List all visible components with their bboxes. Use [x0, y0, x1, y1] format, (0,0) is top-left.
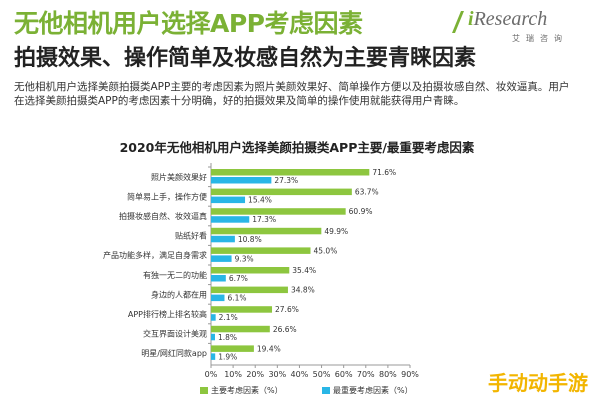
x-tick-label-6: 60%: [335, 370, 353, 379]
logo-slash-icon: [452, 11, 464, 33]
description-line-1: 无他相机用户选择美颜拍摄类APP主要的考虑因素为照片美颜效果好、简单操作方便以及…: [14, 81, 570, 93]
data-label-primary-9: 19.4%: [257, 344, 281, 353]
legend-swatch-secondary: [322, 387, 330, 394]
x-tick-label-7: 70%: [357, 370, 375, 379]
data-label-secondary-6: 6.1%: [227, 294, 246, 303]
category-label-0: 照片美颜效果好: [151, 172, 207, 182]
data-label-primary-3: 49.9%: [324, 227, 348, 236]
data-label-primary-1: 63.7%: [355, 188, 379, 197]
bar-primary-5: [211, 267, 290, 274]
category-label-3: 贴纸好看: [175, 231, 207, 241]
category-label-7: APP排行榜上排名较高: [128, 309, 207, 319]
bar-primary-7: [211, 306, 273, 313]
bar-secondary-8: [211, 333, 215, 341]
category-label-4: 产品功能多样，满足自身需求: [103, 250, 207, 260]
bar-secondary-4: [211, 255, 232, 262]
bar-secondary-3: [211, 235, 235, 243]
data-label-secondary-2: 17.3%: [252, 215, 276, 224]
bar-primary-0: [211, 169, 370, 176]
data-label-primary-6: 34.8%: [291, 286, 315, 295]
bar-primary-8: [211, 325, 270, 333]
bar-primary-1: [211, 188, 352, 196]
data-label-secondary-3: 10.8%: [238, 235, 262, 244]
category-label-6: 身边的人都在用: [151, 289, 207, 299]
iresearch-logo: iResearch 艾瑞咨询: [452, 8, 572, 50]
bar-secondary-0: [211, 177, 272, 184]
bar-secondary-1: [211, 196, 246, 204]
data-label-primary-7: 27.6%: [275, 305, 299, 314]
page-subtitle: 拍摄效果、操作简单及妆感自然为主要青睐因素: [14, 46, 477, 71]
data-label-secondary-8: 1.8%: [218, 333, 237, 342]
watermark: 手动动手游: [488, 371, 588, 395]
bar-secondary-9: [211, 353, 216, 360]
logo-subtext: 艾瑞咨询: [512, 34, 568, 43]
x-tick-label-1: 10%: [224, 370, 242, 379]
category-label-2: 拍摄妆感自然、妆效逼真: [119, 211, 207, 221]
bar-primary-6: [211, 286, 288, 294]
data-label-primary-4: 45.0%: [314, 246, 338, 255]
logo-wordmark-rest: Research: [473, 8, 548, 30]
chart-title: 2020年无他相机用户选择美颜拍摄类APP主要/最重要考虑因素: [119, 140, 475, 155]
data-label-primary-2: 60.9%: [349, 207, 373, 216]
legend-label-primary: 主要考虑因素（%）: [211, 385, 283, 395]
x-tick-label-4: 40%: [291, 370, 309, 379]
data-label-primary-5: 35.4%: [292, 266, 316, 275]
data-label-secondary-7: 2.1%: [219, 313, 238, 322]
bar-secondary-2: [211, 216, 250, 223]
data-label-secondary-5: 6.7%: [229, 274, 248, 283]
bar-secondary-5: [211, 275, 226, 282]
bar-primary-9: [211, 345, 254, 352]
logo-wordmark-prefix: i: [468, 8, 474, 30]
legend-swatch-primary: [200, 387, 208, 394]
x-tick-label-5: 50%: [313, 370, 331, 379]
data-label-primary-8: 26.6%: [273, 325, 297, 334]
logo-wordmark: iResearch: [468, 8, 547, 31]
bar-primary-2: [211, 208, 346, 215]
data-label-secondary-9: 1.9%: [218, 352, 237, 361]
bar-secondary-6: [211, 294, 225, 302]
data-label-secondary-4: 9.3%: [235, 254, 254, 263]
x-tick-label-2: 20%: [246, 370, 264, 379]
category-label-8: 交互界面设计美观: [143, 329, 207, 339]
x-tick-label-9: 90%: [401, 370, 419, 379]
data-label-secondary-0: 27.3%: [274, 176, 298, 185]
data-label-primary-0: 71.6%: [372, 168, 396, 177]
legend-label-secondary: 最重要考虑因素（%）: [333, 385, 413, 395]
category-label-9: 明星/网红同款app: [141, 348, 207, 358]
x-tick-label-3: 30%: [268, 370, 286, 379]
x-tick-label-0: 0%: [205, 370, 218, 379]
x-tick-label-8: 80%: [379, 370, 397, 379]
data-label-secondary-1: 15.4%: [248, 196, 272, 205]
page-title: 无他相机用户选择APP考虑因素: [14, 9, 363, 38]
category-label-1: 简单易上手，操作方便: [127, 191, 207, 201]
description-line-2: 在选择美颜拍摄类APP的考虑因素十分明确，好的拍摄效果及简单的操作使用就能获得用…: [14, 95, 465, 107]
category-label-5: 有独一无二的功能: [143, 270, 207, 280]
bar-primary-3: [211, 227, 322, 235]
bar-primary-4: [211, 247, 311, 254]
bar-secondary-7: [211, 314, 216, 321]
description-text: 无他相机用户选择美颜拍摄类APP主要的考虑因素为照片美颜效果好、简单操作方便以及…: [14, 80, 584, 108]
